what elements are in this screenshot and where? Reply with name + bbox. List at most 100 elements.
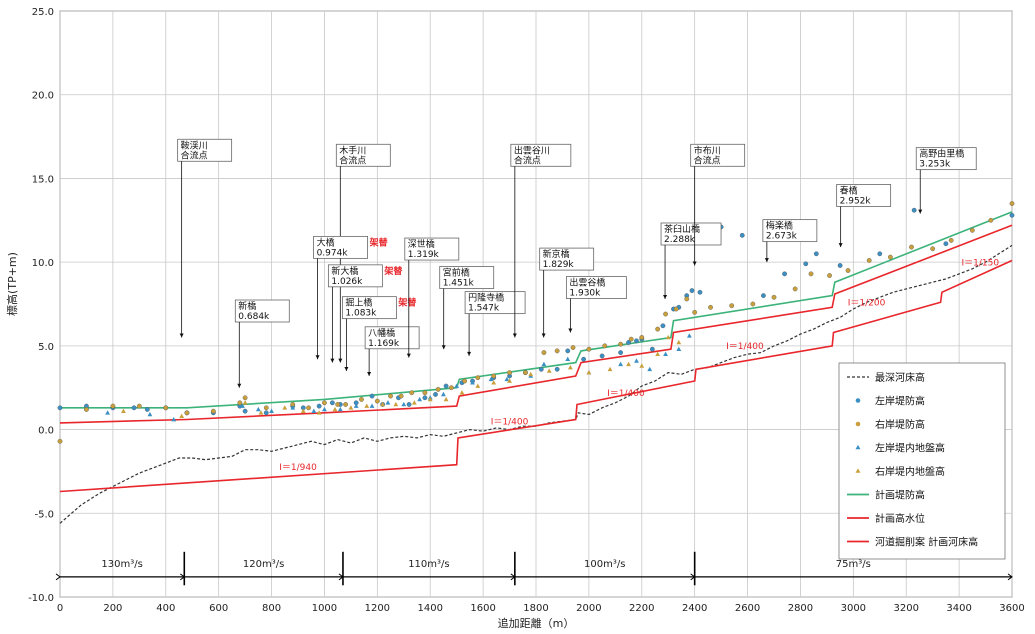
point-left_ground — [311, 408, 317, 413]
point-right_bank — [969, 227, 975, 233]
point-right_ground — [316, 410, 322, 415]
point-right_bank — [57, 438, 63, 444]
point-right_ground — [626, 361, 631, 367]
flow-section-label: 75m³/s — [836, 559, 871, 570]
point-right_ground — [427, 396, 433, 402]
point-left_ground — [565, 356, 571, 362]
point-left_ground — [105, 410, 110, 415]
y-tick-label: 0.0 — [38, 426, 54, 437]
point-right_bank — [663, 311, 668, 317]
point-left_bank — [369, 393, 375, 399]
callout-title: 春橋 — [840, 184, 858, 196]
callout-subtitle: 1.083k — [345, 309, 377, 319]
point-left_ground — [488, 376, 494, 382]
callout-arrow — [838, 243, 843, 248]
grade-label: I＝1/400 — [726, 342, 764, 352]
x-axis-label: 追加距離（m） — [498, 616, 575, 630]
y-tick-label: 20.0 — [32, 91, 54, 102]
point-right_bank — [750, 301, 756, 307]
point-left_bank — [242, 408, 248, 414]
x-tick-label: 2400 — [682, 603, 707, 614]
grid — [59, 10, 1013, 598]
legend-box — [838, 362, 1006, 560]
point-right_ground — [443, 396, 449, 402]
callout-title: 新京橋 — [543, 248, 570, 260]
point-left_bank — [131, 405, 137, 411]
point-right_bank — [507, 370, 512, 376]
callout-title: 出雲谷橋 — [569, 277, 605, 289]
point-right_ground — [282, 405, 288, 410]
callout-box — [762, 219, 818, 243]
point-right_bank — [475, 375, 481, 381]
point-right_bank — [448, 385, 454, 391]
callout-box — [439, 266, 495, 289]
point-right_bank — [263, 405, 269, 411]
point-right_bank — [136, 403, 142, 409]
callout-arrow — [179, 333, 184, 338]
point-right_bank — [554, 348, 560, 354]
callout-badge: 架替 — [369, 236, 389, 248]
point-right_ground — [332, 406, 338, 412]
point-right_ground — [546, 368, 552, 373]
callout-arrow — [467, 351, 472, 356]
point-left_ground — [634, 358, 639, 363]
x-tick-label: 200 — [103, 603, 122, 614]
callout-title: 梅楽橋 — [766, 220, 793, 232]
line-series — [59, 211, 1013, 524]
grade-label: I＝1/200 — [848, 299, 886, 309]
callout-arrow — [344, 366, 349, 371]
callout-title: 出雲谷川 — [514, 144, 550, 156]
point-right_bank — [930, 246, 936, 252]
point-right_ground — [665, 334, 671, 340]
grade-label: I＝1/400 — [607, 389, 645, 399]
point-right_bank — [359, 397, 364, 402]
callout-subtitle: 合流点 — [514, 154, 541, 166]
legend-swatch-circle — [855, 398, 861, 403]
point-left_bank — [626, 340, 631, 345]
point-left_bank — [689, 288, 695, 294]
callout-subtitle: 2.288k — [664, 235, 696, 245]
point-right_bank — [586, 346, 592, 352]
point-left_ground — [686, 333, 692, 338]
grade-label: I＝1/400 — [491, 418, 529, 428]
x-tick-label: 400 — [156, 603, 175, 614]
point-right_bank — [673, 306, 679, 312]
x-tick-label: 3000 — [841, 603, 866, 614]
callout-subtitle: 1.451k — [443, 279, 475, 289]
point-right_bank — [655, 326, 661, 332]
point-right_ground — [179, 413, 185, 418]
callout-subtitle: 3.253k — [919, 160, 951, 170]
point-right_ground — [567, 365, 573, 370]
x-tick-label: 2800 — [788, 603, 813, 614]
point-left_bank — [660, 323, 666, 329]
point-right_bank — [374, 398, 380, 404]
point-left_bank — [761, 293, 766, 299]
point-left_ground — [663, 351, 668, 357]
point-right_bank — [771, 294, 777, 300]
callout-box — [335, 143, 391, 167]
point-left_bank — [538, 366, 544, 372]
point-right_bank — [335, 402, 341, 407]
callout-subtitle: 0.684k — [238, 312, 270, 322]
callout-subtitle: 合流点 — [694, 154, 721, 166]
point-right_ground — [528, 371, 534, 377]
point-left_bank — [581, 356, 586, 362]
point-right_bank — [639, 335, 645, 340]
point-right_bank — [306, 405, 311, 411]
point-left_bank — [813, 251, 819, 257]
x-tick-label: 3400 — [946, 603, 971, 614]
point-right_ground — [393, 401, 399, 407]
series-line-levee — [60, 211, 1013, 409]
point-left_bank — [263, 410, 269, 416]
point-right_bank — [845, 268, 851, 273]
callout-arrow — [541, 333, 546, 338]
callout-title: 宮前橋 — [443, 267, 470, 279]
